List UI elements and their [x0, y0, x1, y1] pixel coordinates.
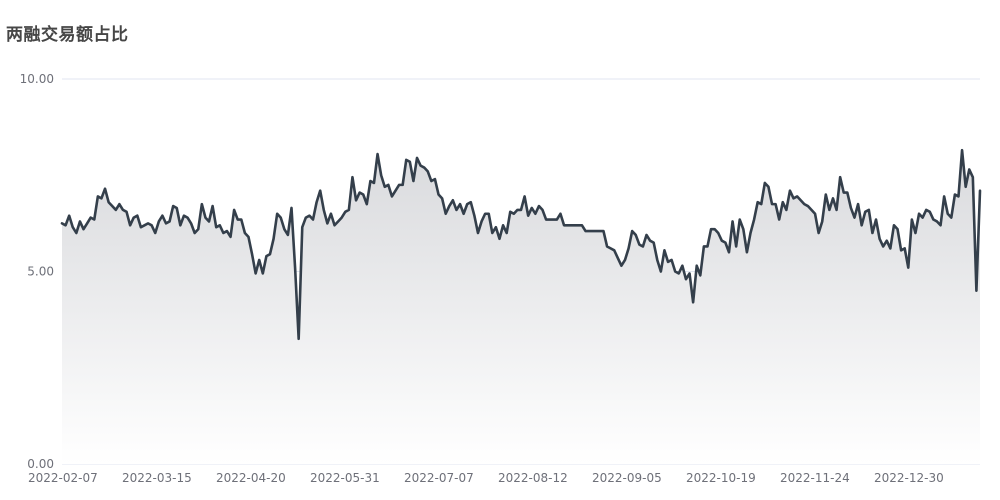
x-tick-label: 2022-08-12 — [498, 471, 568, 485]
x-tick-label: 2022-09-05 — [592, 471, 662, 485]
x-tick-label: 2022-02-07 — [28, 471, 98, 485]
x-tick-label: 2022-05-31 — [310, 471, 380, 485]
series-line — [60, 148, 982, 341]
x-tick-label: 2022-04-20 — [216, 471, 286, 485]
y-tick-label: 10.00 — [20, 72, 54, 86]
x-tick-label: 2022-11-24 — [780, 471, 850, 485]
x-tick-label: 2022-03-15 — [122, 471, 192, 485]
x-tick-label: 2022-12-30 — [874, 471, 944, 485]
chart-title: 两融交易额占比 — [6, 25, 129, 45]
series-line-layer — [60, 148, 982, 341]
y-axis-ticks: 0.00 5.00 10.00 — [20, 72, 54, 471]
y-tick-label: 0.00 — [27, 457, 54, 471]
x-axis-ticks: 2022-02-07 2022-03-15 2022-04-20 2022-05-31… — [28, 471, 944, 485]
y-tick-label: 5.00 — [27, 265, 54, 279]
x-tick-label: 2022-10-19 — [686, 471, 756, 485]
series-area — [62, 150, 980, 464]
x-tick-label: 2022-07-07 — [404, 471, 474, 485]
area-fill-layer — [62, 150, 980, 464]
